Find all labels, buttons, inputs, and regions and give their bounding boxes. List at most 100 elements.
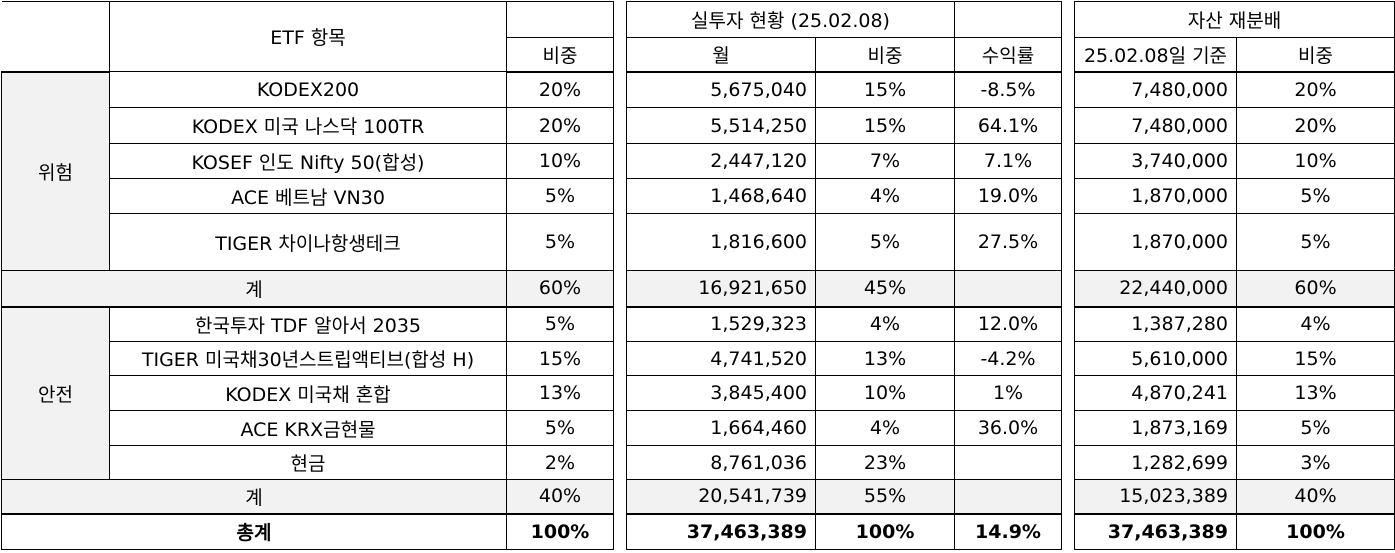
- safe-subtotal-weight: 40%: [506, 479, 614, 514]
- etf-name: 현금: [109, 445, 507, 480]
- actual-amount: 5,514,250: [626, 107, 816, 144]
- return-rate: 64.1%: [954, 107, 1063, 144]
- actual-amount: 8,761,036: [626, 445, 816, 480]
- actual-amount: 5,675,040: [626, 71, 816, 108]
- risk-subtotal-return: [954, 270, 1063, 308]
- rebalance-weight: 5%: [1235, 213, 1395, 271]
- rebalance-weight: 10%: [1235, 143, 1395, 179]
- rebalance-amount: 1,387,280: [1074, 306, 1237, 342]
- grand-total-label: 총계: [1, 512, 507, 550]
- etf-table: ETF 항목 비중 위험 KODEX200 20% KODEX 미국 나스닥 1…: [1, 1, 614, 550]
- rebalance-amount: 7,480,000: [1074, 107, 1237, 144]
- risk-subtotal-label: 계: [1, 270, 507, 308]
- rebalance-weight: 5%: [1235, 410, 1395, 446]
- actual-weight: 15%: [814, 71, 956, 108]
- etf-name: TIGER 미국채30년스트립액티브(합성 H): [109, 341, 507, 376]
- safe-subtotal-rebalance-weight: 40%: [1235, 479, 1395, 514]
- target-weight: 10%: [506, 143, 614, 179]
- etf-item-header: ETF 항목: [109, 1, 507, 72]
- return-rate: -4.2%: [954, 341, 1063, 376]
- empty-corner: [1, 1, 110, 38]
- etf-name: TIGER 차이나항생테크: [109, 213, 507, 271]
- rebalance-amount: 7,480,000: [1074, 71, 1237, 108]
- rebalance-amount: 5,610,000: [1074, 341, 1237, 376]
- return-rate: 1%: [954, 375, 1063, 411]
- empty-header-cell: [954, 1, 1063, 38]
- target-weight: 5%: [506, 178, 614, 214]
- grand-total-weight: 100%: [506, 512, 614, 550]
- rebalance-weight: 5%: [1235, 178, 1395, 214]
- rebalance-weight: 13%: [1235, 375, 1395, 411]
- risk-subtotal-actual-weight: 45%: [814, 270, 956, 308]
- target-weight: 2%: [506, 445, 614, 480]
- return-header: 수익률: [954, 37, 1063, 73]
- return-rate: 19.0%: [954, 178, 1063, 214]
- target-weight: 15%: [506, 341, 614, 376]
- grand-total-actual-weight: 100%: [814, 512, 956, 550]
- safe-subtotal-return: [954, 479, 1063, 514]
- etf-name: ACE 베트남 VN30: [109, 178, 507, 214]
- rebalance-weight-header: 비중: [1235, 37, 1395, 73]
- safe-subtotal-rebalance-amount: 15,023,389: [1074, 479, 1237, 514]
- target-weight: 5%: [506, 213, 614, 271]
- rebalance-amount: 4,870,241: [1074, 375, 1237, 411]
- safe-subtotal-actual-weight: 55%: [814, 479, 956, 514]
- empty-header-cell: [506, 1, 614, 38]
- rebalance-amount: 1,873,169: [1074, 410, 1237, 446]
- target-weight: 20%: [506, 71, 614, 108]
- actual-amount: 1,816,600: [626, 213, 816, 271]
- actual-amount: 1,468,640: [626, 178, 816, 214]
- etf-name: KODEX200: [109, 71, 507, 108]
- etf-name: KODEX 미국채 혼합: [109, 375, 507, 411]
- actual-weight: 7%: [814, 143, 956, 179]
- target-weight: 13%: [506, 375, 614, 411]
- safe-subtotal-amount: 20,541,739: [626, 479, 816, 514]
- etf-name: KODEX 미국 나스닥 100TR: [109, 107, 507, 144]
- target-weight: 5%: [506, 410, 614, 446]
- etf-name: ACE KRX금현물: [109, 410, 507, 446]
- rebalance-weight: 3%: [1235, 445, 1395, 480]
- actual-weight: 4%: [814, 178, 956, 214]
- grand-total-amount: 37,463,389: [626, 512, 816, 550]
- actual-weight-header: 비중: [814, 37, 956, 73]
- grand-total-rebalance-weight: 100%: [1235, 512, 1395, 550]
- grand-total-return: 14.9%: [954, 512, 1063, 550]
- rebalance-weight: 15%: [1235, 341, 1395, 376]
- actual-weight: 5%: [814, 213, 956, 271]
- rebalance-weight: 4%: [1235, 306, 1395, 342]
- actual-weight: 4%: [814, 410, 956, 446]
- actual-investment-title: 실투자 현황 (25.02.08): [625, 1, 956, 38]
- target-weight: 5%: [506, 306, 614, 342]
- actual-amount: 3,845,400: [626, 375, 816, 411]
- actual-amount: 2,447,120: [626, 143, 816, 179]
- rebalance-amount: 3,740,000: [1074, 143, 1237, 179]
- safe-category-label: 안전: [1, 306, 110, 480]
- actual-weight: 15%: [814, 107, 956, 144]
- weight-header: 비중: [506, 37, 614, 73]
- rebalance-amount: 1,870,000: [1074, 178, 1237, 214]
- risk-subtotal-rebalance-weight: 60%: [1235, 270, 1395, 308]
- rebalance-table: 자산 재분배 25.02.08일 기준 비중 7,480,000 20% 7,4…: [1073, 1, 1395, 550]
- etf-name: 한국투자 TDF 알아서 2035: [109, 306, 507, 342]
- etf-name: KOSEF 인도 Nifty 50(합성): [109, 143, 507, 179]
- risk-subtotal-amount: 16,921,650: [626, 270, 816, 308]
- rebalance-basis-header: 25.02.08일 기준: [1074, 37, 1237, 73]
- target-weight: 20%: [506, 107, 614, 144]
- return-rate: -8.5%: [954, 71, 1063, 108]
- return-rate: 12.0%: [954, 306, 1063, 342]
- return-rate: [954, 445, 1063, 480]
- risk-subtotal-rebalance-amount: 22,440,000: [1074, 270, 1237, 308]
- return-rate: 7.1%: [954, 143, 1063, 179]
- risk-subtotal-weight: 60%: [506, 270, 614, 308]
- actual-amount: 1,529,323: [626, 306, 816, 342]
- rebalance-weight: 20%: [1235, 107, 1395, 144]
- actual-weight: 10%: [814, 375, 956, 411]
- actual-amount: 4,741,520: [626, 341, 816, 376]
- return-rate: 27.5%: [954, 213, 1063, 271]
- risk-category-label: 위험: [1, 71, 110, 271]
- actual-weight: 23%: [814, 445, 956, 480]
- rebalance-weight: 20%: [1235, 71, 1395, 108]
- actual-weight: 4%: [814, 306, 956, 342]
- rebalance-amount: 1,870,000: [1074, 213, 1237, 271]
- rebalance-title: 자산 재분배: [1073, 1, 1395, 38]
